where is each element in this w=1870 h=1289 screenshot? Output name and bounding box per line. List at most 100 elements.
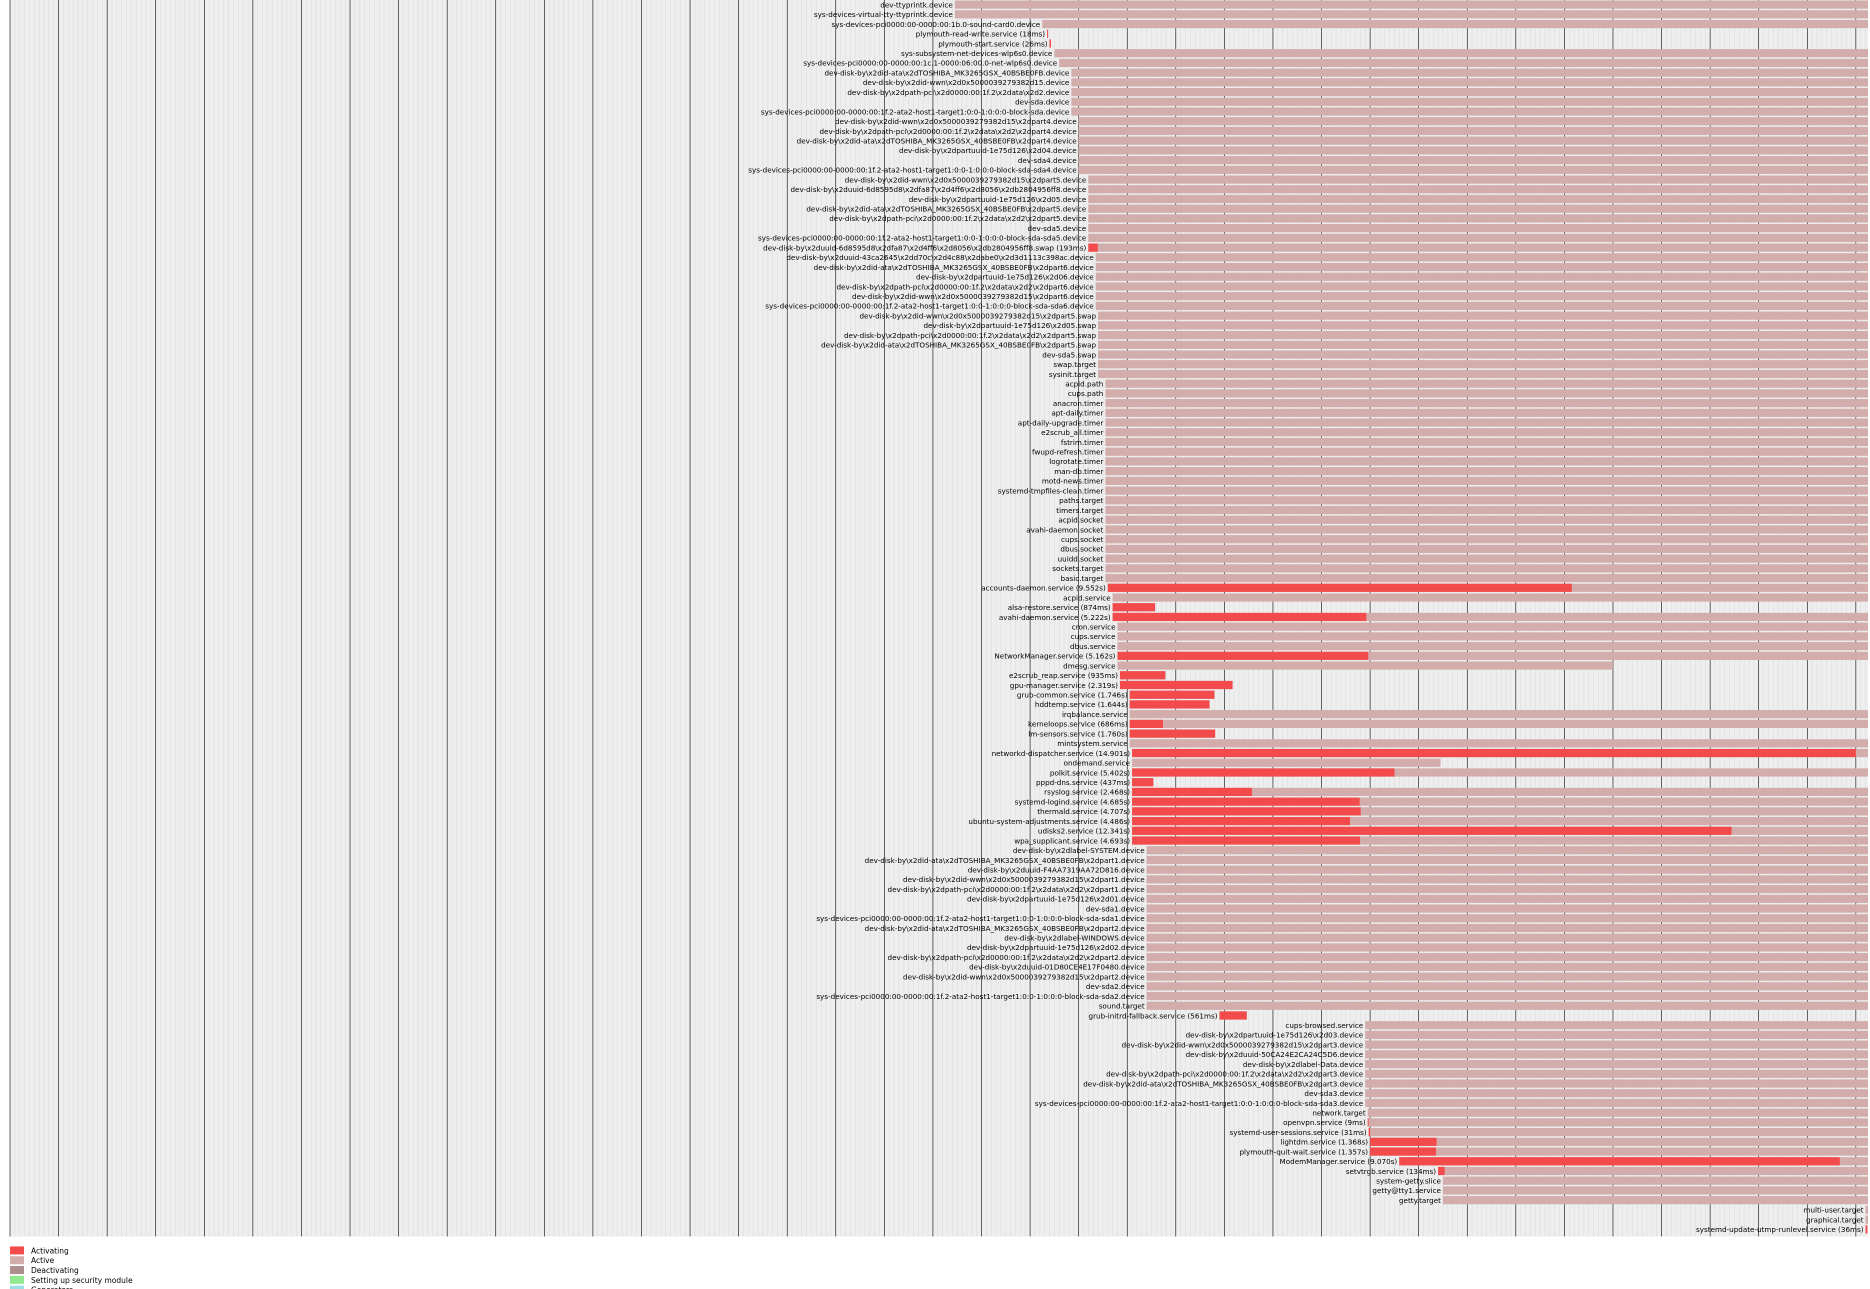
unit-bar-active xyxy=(954,0,1868,9)
legend-label: Activating xyxy=(31,1246,69,1255)
unit-label: dev-disk-by\x2dpath-pci\x2d0000:00:1f.2\… xyxy=(888,885,1146,894)
unit-label: dbus.socket xyxy=(1060,545,1103,554)
unit-bar-active xyxy=(1117,661,1613,670)
unit-label: dev-disk-by\x2duuid-6d8595d8\x2dfa87\x2d… xyxy=(763,243,1086,252)
unit-label: sysinit.target xyxy=(1049,370,1096,379)
unit-bar-active xyxy=(1105,408,1868,417)
unit-bar-active xyxy=(1088,175,1868,184)
unit-label: dev-disk-by\x2duuid-F4AA7319AA72D816.dev… xyxy=(968,865,1146,874)
unit-bar-activating xyxy=(1132,748,1856,758)
unit-label: plymouth-read-write.service (18ms) xyxy=(916,30,1046,39)
unit-label: system-getty.slice xyxy=(1376,1177,1441,1186)
unit-bar-active xyxy=(1105,573,1868,583)
unit-bar-active xyxy=(1078,146,1868,155)
unit-label: dev-sda4.device xyxy=(1018,156,1077,165)
unit-bar-activating xyxy=(1119,671,1166,680)
unit-label: e2scrub_reap.service (935ms) xyxy=(1009,671,1118,680)
unit-bar-active xyxy=(1438,1166,1868,1176)
unit-labels: dev-ttyprintk.devicesys-devices-virtual-… xyxy=(748,0,1863,1234)
unit-label: dev-disk-by\x2did-wwn\x2d0x5000039279382… xyxy=(903,875,1145,884)
unit-label: hddtemp.service (1.644s) xyxy=(1035,700,1128,709)
unit-bar-active xyxy=(1146,914,1868,923)
unit-label: sound.target xyxy=(1099,1002,1145,1011)
unit-bar-active xyxy=(1095,292,1868,301)
unit-bar-active xyxy=(1105,544,1868,554)
unit-label: sys-devices-pci0000:00-0000:00:1c.1-0000… xyxy=(803,59,1058,68)
unit-bar-active xyxy=(1105,525,1868,534)
unit-label: dev-disk-by\x2dpath-pci\x2d0000:00:1f.2\… xyxy=(888,953,1146,962)
unit-label: udisks2.service (12.341s) xyxy=(1038,827,1130,836)
unit-label: dev-disk-by\x2duuid-43ca2645\x2dd70c\x2d… xyxy=(786,253,1094,262)
unit-label: dev-sda5.swap xyxy=(1042,350,1096,359)
unit-bar-active xyxy=(1132,797,1868,806)
unit-label: sys-devices-pci0000:00-0000:00:1f.2-ata2… xyxy=(1035,1099,1364,1108)
unit-label: dev-disk-by\x2dpartuuid-1e75d126\x2d05.d… xyxy=(909,195,1087,204)
unit-label: dev-disk-by\x2duuid-01D80CE4E17F0480.dev… xyxy=(969,963,1145,972)
unit-label: plymouth-quit-wait.service (1.357s) xyxy=(1239,1147,1368,1156)
unit-bar-active xyxy=(1105,457,1868,466)
unit-bar-active xyxy=(1105,467,1868,476)
unit-bar-active xyxy=(1078,156,1868,165)
unit-bar-active xyxy=(1098,340,1868,349)
unit-bar-active xyxy=(1095,262,1868,272)
legend-label: Deactivating xyxy=(31,1266,79,1275)
unit-label: avahi-daemon.socket xyxy=(1026,525,1103,534)
unit-bar-active xyxy=(1095,301,1868,311)
unit-label: timers.target xyxy=(1056,506,1103,515)
unit-bar-activating xyxy=(1088,243,1098,252)
unit-label: dev-disk-by\x2did-ata\x2dTOSHIBA_MK3265G… xyxy=(865,924,1146,933)
unit-bar-active xyxy=(1865,1205,1868,1214)
unit-bar-activating xyxy=(1132,797,1360,806)
unit-label: dev-ttyprintk.device xyxy=(880,0,953,9)
unit-label: sys-devices-pci0000:00-0000:00:1f.2-ata2… xyxy=(765,302,1094,311)
unit-bar-activating xyxy=(1132,836,1361,845)
unit-label: dev-disk-by\x2dpath-pci\x2d0000:00:1f.2\… xyxy=(829,214,1087,223)
unit-bar-activating xyxy=(1129,719,1163,728)
unit-label: logrotate.timer xyxy=(1049,457,1103,466)
unit-bar-active xyxy=(1098,321,1868,330)
unit-bar-activating xyxy=(1370,1147,1437,1156)
unit-bar-active xyxy=(1042,19,1868,29)
unit-label: swap.target xyxy=(1053,360,1096,369)
unit-bar-active xyxy=(1095,272,1868,281)
unit-label: dbus.service xyxy=(1070,642,1116,651)
unit-label: graphical.target xyxy=(1806,1215,1864,1224)
unit-bar-active xyxy=(1088,204,1868,213)
unit-label: dev-disk-by\x2did-ata\x2dTOSHIBA_MK3265G… xyxy=(821,341,1096,350)
unit-label: man-db.timer xyxy=(1054,467,1103,476)
unit-bar-activating xyxy=(1047,29,1049,38)
unit-bar-active xyxy=(1105,418,1868,427)
legend-swatch xyxy=(10,1266,24,1275)
unit-bar-active xyxy=(1071,107,1868,116)
unit-label: basic.target xyxy=(1061,574,1104,583)
legend-swatch xyxy=(10,1275,24,1284)
unit-label: apt-daily.timer xyxy=(1051,409,1103,418)
unit-bar-active xyxy=(1078,136,1868,145)
unit-label: ubuntu-system-adjustments.service (4.486… xyxy=(968,817,1130,826)
unit-bar-activating xyxy=(1367,1118,1369,1127)
unit-label: dev-disk-by\x2did-wwn\x2d0x5000039279382… xyxy=(852,292,1094,301)
unit-bar-active xyxy=(1129,710,1868,719)
unit-bar-active xyxy=(1105,535,1868,544)
unit-label: kerneloops.service (686ms) xyxy=(1028,720,1128,729)
unit-label: getty.target xyxy=(1399,1196,1441,1205)
unit-label: dev-disk-by\x2dpartuuid-1e75d126\x2d01.d… xyxy=(967,895,1145,904)
unit-label: systemd-user-sessions.service (31ms) xyxy=(1230,1128,1367,1137)
unit-bar-activating xyxy=(1399,1157,1840,1166)
unit-label: apt-daily-upgrade.timer xyxy=(1018,418,1104,427)
unit-label: dmesg.service xyxy=(1063,661,1116,670)
unit-bar-active xyxy=(1146,894,1868,903)
unit-bar-activating xyxy=(1865,1225,1868,1234)
unit-bar-active xyxy=(1105,379,1868,388)
unit-label: sys-devices-pci0000:00-0000:00:1f.2-ata2… xyxy=(816,914,1145,923)
unit-bar-activating xyxy=(1112,603,1156,612)
unit-bar-activating xyxy=(1132,768,1395,777)
unit-label: sockets.target xyxy=(1052,564,1103,573)
unit-bar-active xyxy=(1367,1108,1868,1117)
unit-bar-active xyxy=(1071,68,1868,77)
unit-bar-active xyxy=(1098,360,1868,369)
unit-label: dev-sda2.device xyxy=(1086,982,1145,991)
unit-label: dev-disk-by\x2did-ata\x2dTOSHIBA_MK3265G… xyxy=(824,68,1069,77)
unit-bar-activating xyxy=(1219,1011,1247,1020)
unit-label: acpid.service xyxy=(1063,593,1111,602)
